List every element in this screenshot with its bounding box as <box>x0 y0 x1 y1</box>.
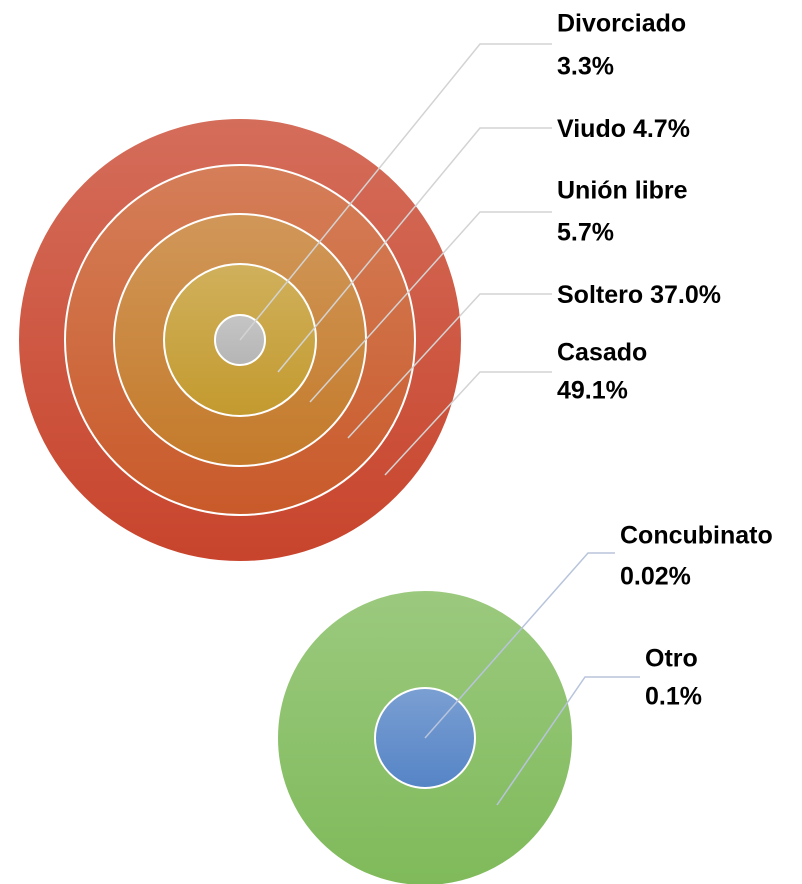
value-label: 5.7% <box>557 219 614 247</box>
category-label: Soltero <box>557 281 643 309</box>
leader-line <box>277 127 552 373</box>
category-label: Concubinato <box>620 522 773 550</box>
data-label: Soltero 37.0% <box>557 281 721 309</box>
category-label: Viudo <box>557 115 626 143</box>
leader-line <box>309 211 552 403</box>
category-label: Casado <box>557 339 647 367</box>
leader-line <box>424 552 615 739</box>
value-label: 37.0% <box>650 281 721 309</box>
leader-line <box>239 43 552 341</box>
value-label: 0.02% <box>620 563 691 591</box>
category-label: Otro <box>645 645 698 673</box>
value-label: 4.7% <box>633 115 690 143</box>
data-label: Viudo 4.7% <box>557 115 690 143</box>
category-label: Divorciado <box>557 10 686 38</box>
leader-line <box>347 293 552 439</box>
leader-line <box>496 676 640 806</box>
leader-line <box>384 371 552 476</box>
value-label: 3.3% <box>557 53 614 81</box>
value-label: 49.1% <box>557 377 628 405</box>
value-label: 0.1% <box>645 683 702 711</box>
category-label: Unión libre <box>557 177 688 205</box>
